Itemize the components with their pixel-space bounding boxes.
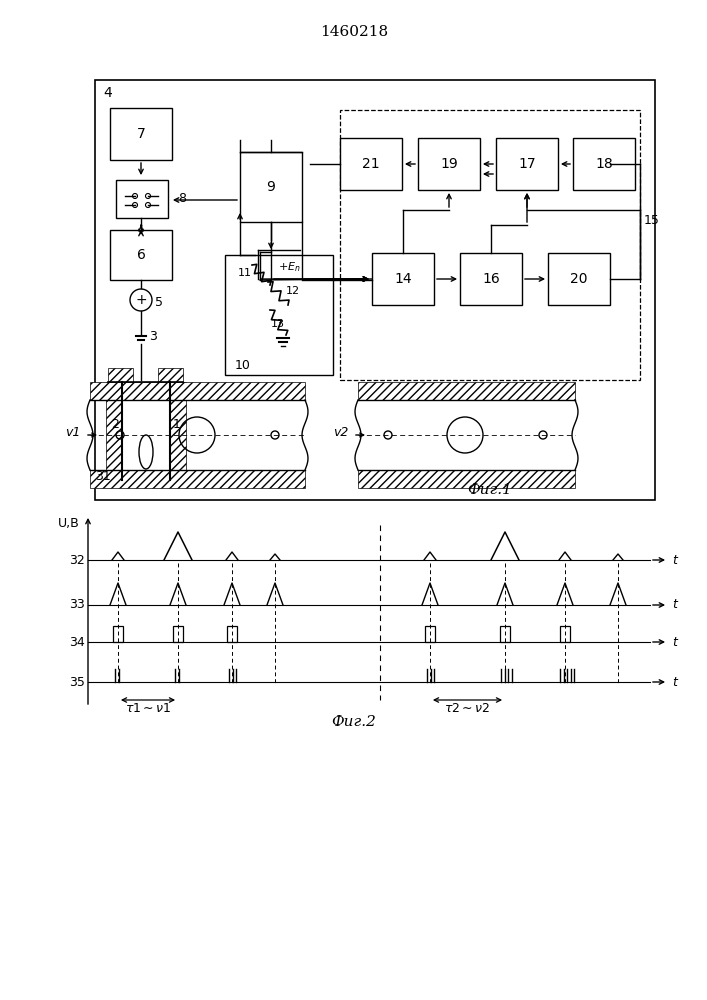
Text: Фиг.2: Фиг.2 [332, 715, 376, 729]
Text: 5: 5 [155, 296, 163, 310]
Text: 1: 1 [173, 418, 181, 432]
Text: 12: 12 [286, 286, 300, 296]
Bar [340, 138, 402, 190]
Bar [573, 138, 635, 190]
Bar [108, 368, 133, 382]
Bar [158, 368, 183, 382]
Text: 31: 31 [95, 471, 111, 484]
Bar [560, 626, 570, 642]
Text: 33: 33 [69, 598, 85, 611]
Text: 1460218: 1460218 [320, 25, 388, 39]
Text: 10: 10 [235, 359, 251, 372]
Text: t: t [672, 598, 677, 611]
Bar [173, 626, 183, 642]
Text: +: + [135, 293, 147, 307]
Text: v1: v1 [64, 426, 80, 440]
Bar [358, 382, 575, 400]
Bar [240, 152, 302, 222]
Bar [116, 180, 168, 218]
Bar [548, 253, 610, 305]
Bar [110, 108, 172, 160]
Text: 13: 13 [271, 319, 285, 329]
Text: 21: 21 [362, 157, 380, 171]
Bar [90, 470, 305, 488]
Text: 8: 8 [178, 192, 186, 206]
Bar [227, 626, 237, 642]
Text: 19: 19 [440, 157, 458, 171]
Text: 16: 16 [482, 272, 500, 286]
Bar [372, 253, 434, 305]
Bar [225, 255, 333, 375]
Text: t: t [672, 636, 677, 648]
Text: 3: 3 [149, 330, 157, 344]
Bar [425, 626, 435, 642]
Text: $\tau 2 \sim \nu 2$: $\tau 2 \sim \nu 2$ [444, 702, 490, 716]
Text: 2: 2 [111, 418, 119, 432]
Text: 32: 32 [69, 554, 85, 566]
Text: 14: 14 [395, 272, 411, 286]
Ellipse shape [139, 435, 153, 469]
Text: 4: 4 [103, 86, 112, 100]
Bar [110, 230, 172, 280]
Text: 34: 34 [69, 636, 85, 648]
Text: v2: v2 [332, 426, 348, 440]
Bar [90, 382, 305, 400]
Bar [358, 470, 575, 488]
Bar [418, 138, 480, 190]
Bar [106, 382, 122, 480]
Bar [113, 626, 123, 642]
Text: 35: 35 [69, 676, 85, 688]
Bar [170, 382, 186, 480]
Text: 9: 9 [267, 180, 276, 194]
Text: 18: 18 [595, 157, 613, 171]
Text: 20: 20 [571, 272, 588, 286]
Bar [460, 253, 522, 305]
Text: 11: 11 [238, 268, 252, 278]
Text: 6: 6 [136, 248, 146, 262]
Bar [500, 626, 510, 642]
Text: U,B: U,B [58, 517, 80, 530]
Bar [95, 80, 655, 500]
Text: 15: 15 [644, 214, 660, 227]
Text: 17: 17 [518, 157, 536, 171]
Text: $\tau 1 \sim \nu 1$: $\tau 1 \sim \nu 1$ [124, 702, 171, 716]
Text: Фиг.1: Фиг.1 [467, 483, 513, 497]
Bar [496, 138, 558, 190]
Bar [340, 110, 640, 380]
Text: 7: 7 [136, 127, 146, 141]
Text: +$E_n$: +$E_n$ [278, 260, 300, 274]
Text: t: t [672, 554, 677, 566]
Text: t: t [672, 676, 677, 688]
